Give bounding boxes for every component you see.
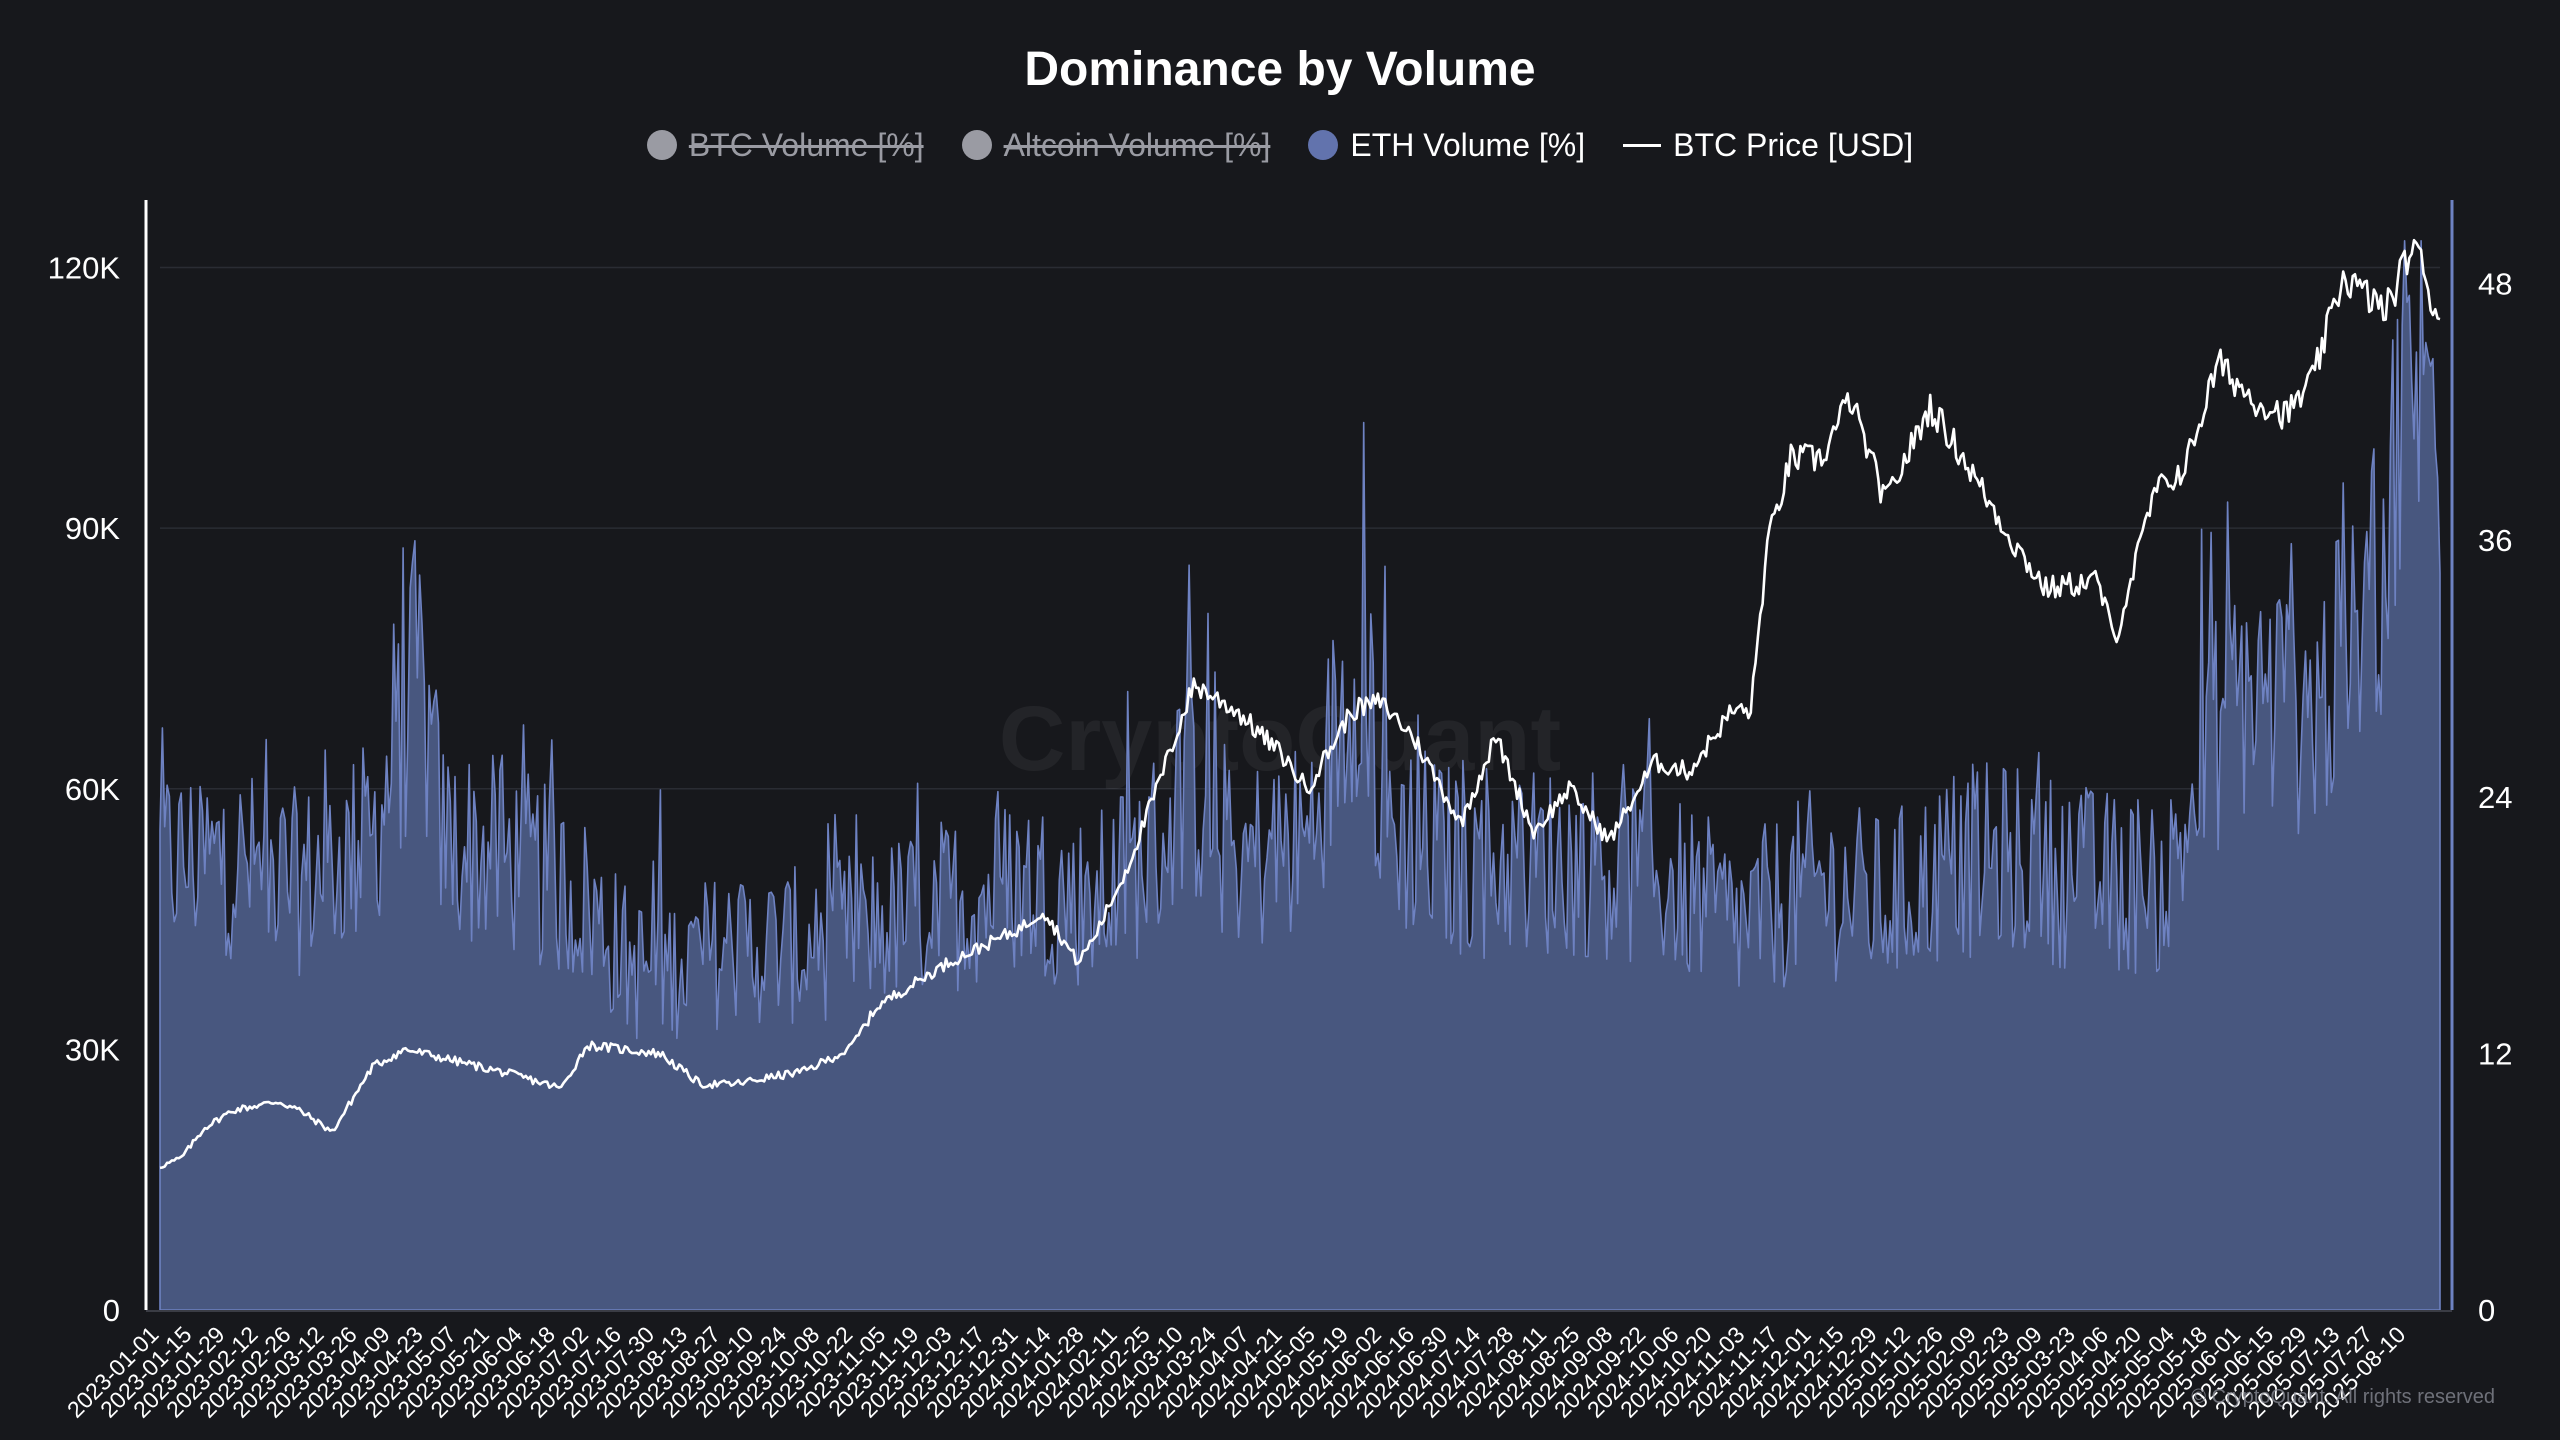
y-right-tick-label: 48 (2478, 267, 2512, 302)
legend-item-altcoin-volume[interactable]: Altcoin Volume [%] (961, 126, 1271, 164)
legend-label-btc-price: BTC Price [USD] (1673, 126, 1914, 163)
axes (144, 200, 2454, 1312)
legend-item-btc-price[interactable]: BTC Price [USD] (1623, 127, 1913, 164)
y-right-tick-label: 36 (2478, 523, 2512, 558)
legend-item-btc-volume[interactable]: BTC Volume [%] (646, 126, 924, 164)
y-left-tick-label: 30K (65, 1032, 120, 1067)
legend: BTC Volume [%] Altcoin Volume [%] ETH Vo… (0, 122, 2560, 168)
legend-label-altcoin-volume: Altcoin Volume [%] (1003, 126, 1271, 163)
y-right-tick-label: 24 (2478, 780, 2512, 815)
btc-price-series (159, 238, 2441, 1170)
y-left-tick-label: 90K (65, 511, 120, 546)
legend-label-btc-volume: BTC Volume [%] (688, 126, 924, 163)
copyright-text: © CryptoQuant. All rights reserved (2191, 1386, 2495, 1408)
legend-item-eth-volume[interactable]: ETH Volume [%] (1308, 127, 1585, 164)
y-axis-left-ticks: 0 30K 60K 90K 120K (48, 251, 121, 1329)
legend-marker-btc-price-icon (1623, 143, 1662, 147)
legend-marker-eth-volume-icon (1308, 130, 1339, 160)
eth-volume-series (159, 240, 2441, 1311)
y-left-tick-label: 120K (48, 251, 121, 286)
y-left-tick-label: 60K (65, 772, 120, 807)
legend-marker-altcoin-volume-icon (961, 130, 992, 160)
y-left-tick-label: 0 (103, 1293, 120, 1328)
btc-price-line (159, 238, 2441, 1170)
eth-volume-area (159, 240, 2441, 1311)
y-right-tick-label: 0 (2478, 1293, 2495, 1328)
chart-title: Dominance by Volume (1024, 43, 1536, 96)
y-axis-right-ticks: 0 12 24 36 48 (2478, 267, 2512, 1328)
legend-marker-btc-volume-icon (646, 130, 677, 160)
watermark-text: CryptoQuant (999, 688, 1561, 790)
y-right-tick-label: 12 (2478, 1036, 2512, 1071)
legend-label-eth-volume: ETH Volume [%] (1350, 126, 1586, 163)
x-axis-ticks: 2023-01-012023-01-152023-01-292023-02-12… (62, 1321, 2411, 1423)
